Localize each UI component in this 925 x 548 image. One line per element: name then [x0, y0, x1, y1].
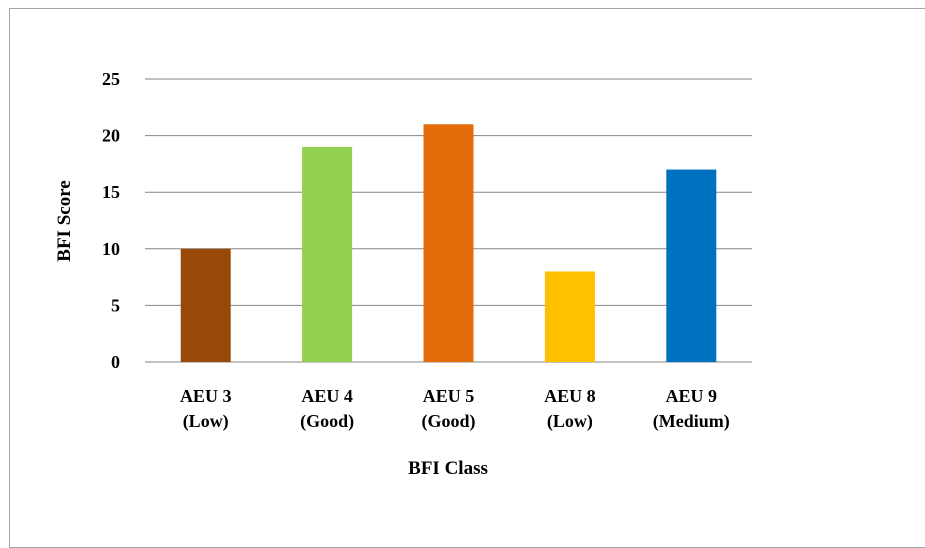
x-tick-label: AEU 9: [666, 386, 718, 406]
y-tick-label: 5: [111, 295, 120, 315]
x-tick-label: (Low): [547, 411, 593, 432]
bar: [544, 271, 595, 362]
bar-chart: 0 5 10 15 20 25 AEU 3 (Low) AEU 4 (Good) AEU 5 (Go…: [54, 69, 752, 479]
x-tick-label: (Medium): [653, 411, 730, 432]
x-axis-title: BFI Class: [408, 458, 488, 479]
bar: [180, 248, 231, 362]
y-tick-label: 20: [102, 126, 120, 146]
y-tick-label: 10: [102, 239, 120, 259]
x-tick-label: (Low): [183, 411, 229, 432]
bar: [666, 169, 717, 362]
bars: [180, 124, 717, 362]
x-tick-label: (Good): [422, 411, 476, 432]
y-axis-title: BFI Score: [54, 180, 75, 261]
x-tick-labels: AEU 3 (Low) AEU 4 (Good) AEU 5 (Good) AEU 8 (Lo…: [180, 386, 730, 432]
y-tick-label: 0: [111, 352, 120, 372]
y-tick-labels: 0 5 10 15 20 25: [102, 69, 120, 372]
x-tick-label: AEU 4: [301, 386, 353, 406]
bar: [302, 146, 353, 362]
bar: [423, 124, 474, 362]
x-tick-label: AEU 5: [423, 386, 475, 406]
x-tick-label: AEU 8: [544, 386, 596, 406]
y-tick-label: 15: [102, 182, 120, 202]
y-tick-label: 25: [102, 69, 120, 89]
x-tick-label: (Good): [300, 411, 354, 432]
x-tick-label: AEU 3: [180, 386, 232, 406]
